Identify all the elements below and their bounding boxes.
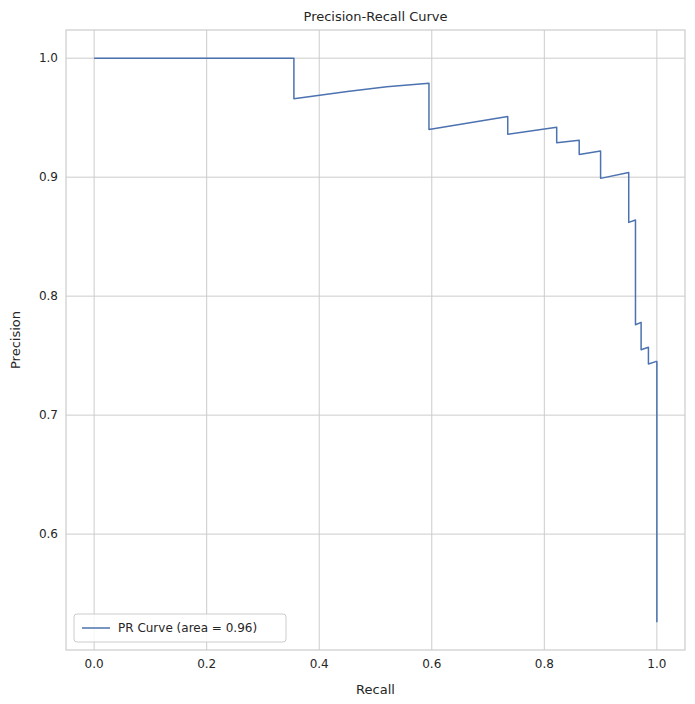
background xyxy=(0,0,695,704)
plot-area xyxy=(94,58,657,622)
x-grid-line xyxy=(544,30,545,650)
y-tick-label: 1.0 xyxy=(39,51,58,65)
x-tick-label: 0.4 xyxy=(310,657,329,671)
y-axis-label: Precision xyxy=(8,311,23,369)
y-grid-line xyxy=(66,415,685,416)
x-grid-line xyxy=(431,30,432,650)
legend-box xyxy=(74,614,286,642)
pr-line xyxy=(94,58,657,622)
x-tick-label: 1.0 xyxy=(647,657,666,671)
y-tick-label: 0.6 xyxy=(39,527,58,541)
x-tick-label: 0.6 xyxy=(422,657,441,671)
legend: PR Curve (area = 0.96) xyxy=(74,614,286,642)
y-grid-line xyxy=(66,534,685,535)
chart-title: Precision-Recall Curve xyxy=(304,9,448,24)
x-grid-line xyxy=(206,30,207,650)
chart-svg: 0.0 0.2 0.4 0.6 0.8 1.0 0.6 0.7 0.8 0.9 1.0 Precisi… xyxy=(0,0,695,704)
y-grid-line xyxy=(66,296,685,297)
y-tick-label: 0.9 xyxy=(39,170,58,184)
x-tick-label: 0.0 xyxy=(85,657,104,671)
legend-swatch xyxy=(82,627,110,629)
y-tick-label: 0.7 xyxy=(39,408,58,422)
x-grid-line xyxy=(319,30,320,650)
x-tick-label: 0.2 xyxy=(197,657,216,671)
x-grid-line xyxy=(94,30,95,650)
y-grid-line xyxy=(66,177,685,178)
x-axis-label: Recall xyxy=(356,682,395,697)
legend-label: PR Curve (area = 0.96) xyxy=(118,621,257,635)
chart-root: 0.0 0.2 0.4 0.6 0.8 1.0 0.6 0.7 0.8 0.9 1.0 Precisi… xyxy=(0,0,695,704)
plot-frame xyxy=(66,30,685,650)
y-tick-label: 0.8 xyxy=(39,289,58,303)
x-tick-label: 0.8 xyxy=(535,657,554,671)
